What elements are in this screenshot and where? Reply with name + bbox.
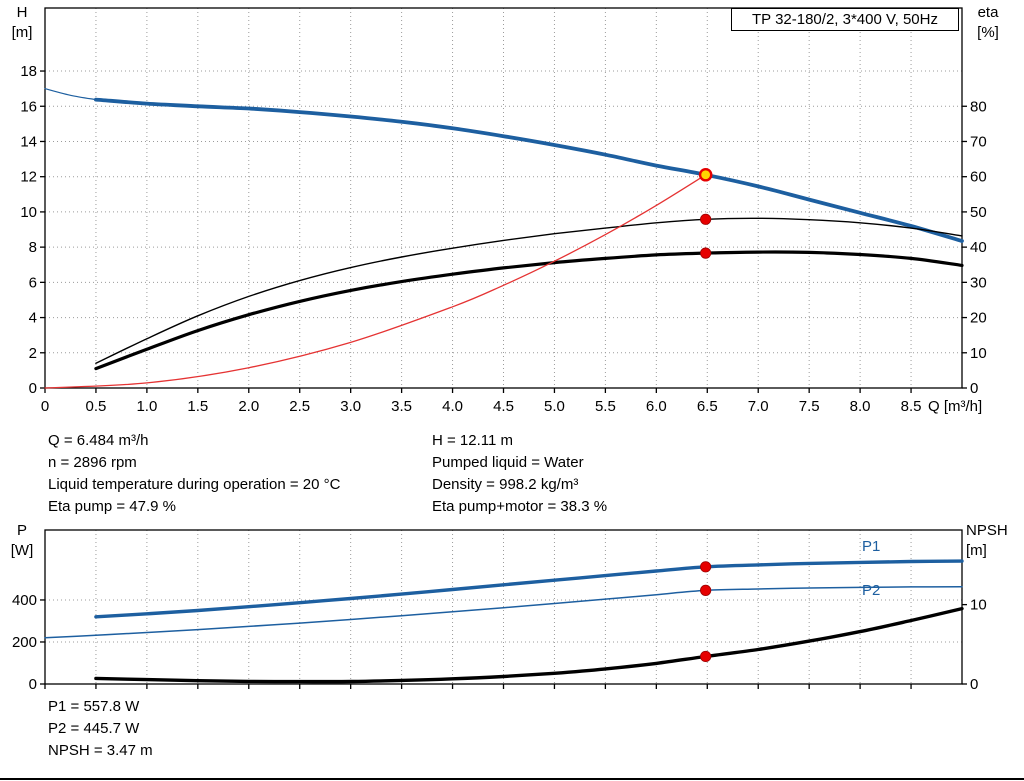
eta-axis-unit: [%]: [977, 24, 999, 41]
p1-curve-label: P1: [862, 538, 881, 555]
tick-label: 0: [970, 676, 978, 693]
info-line-temperature: Liquid temperature during operation = 20…: [48, 476, 341, 493]
info-line-density: Density = 998.2 kg/m³: [432, 476, 579, 493]
eta-axis-name: eta: [977, 4, 999, 21]
flow-axis-label: Q [m³/h]: [928, 398, 983, 415]
tick-label: 10: [970, 597, 987, 614]
tick-label: 7.0: [748, 398, 769, 415]
tick-label: 7.5: [799, 398, 820, 415]
duty-point: [698, 167, 713, 182]
tick-label: 8: [29, 239, 37, 256]
power-axis-unit: [W]: [10, 542, 34, 559]
power-axis-name: P: [16, 522, 27, 539]
power-axis-label: P [W]: [0, 521, 44, 561]
tick-label: 18: [20, 63, 37, 80]
p2-curve-label: P2: [862, 582, 881, 599]
tick-label: 1.5: [187, 398, 208, 415]
tick-label: 0: [970, 380, 978, 397]
tick-label: 10: [970, 345, 987, 362]
tick-label: 6.5: [697, 398, 718, 415]
info-line-p1: P1 = 557.8 W: [48, 698, 140, 715]
eta-pump-motor-point: [700, 247, 712, 259]
tick-label: 14: [20, 133, 37, 150]
tick-label: 40: [970, 239, 987, 256]
tick-label: 6.0: [646, 398, 667, 415]
tick-label: 5.0: [544, 398, 565, 415]
tick-label: 2.0: [238, 398, 259, 415]
info-line-flow: Q = 6.484 m³/h: [48, 432, 149, 449]
eta-pump-motor-curve: [94, 250, 964, 371]
tick-label: 30: [970, 274, 987, 291]
info-line-p2: P2 = 445.7 W: [48, 720, 140, 737]
info-line-liquid: Pumped liquid = Water: [432, 454, 584, 471]
tick-label: 4.5: [493, 398, 514, 415]
tick-label: 0: [29, 676, 37, 693]
eta-axis-label: eta [%]: [962, 3, 1014, 43]
duty-info-left-column: Q = 6.484 m³/h n = 2896 rpm Liquid tempe…: [48, 430, 340, 518]
P2-curve: [44, 585, 963, 639]
info-line-head: H = 12.11 m: [432, 432, 514, 449]
tick-label: 70: [970, 133, 987, 150]
H-curve-lowflow: [44, 88, 97, 101]
p2-point: [700, 584, 712, 596]
tick-label: 60: [970, 169, 987, 186]
eta-pump-curve: [95, 217, 963, 364]
tick-label: 2: [29, 345, 37, 362]
system-curve: [44, 174, 707, 389]
npsh-axis-name: NPSH: [966, 522, 1008, 539]
P1-curve: [94, 559, 964, 619]
tick-label: 50: [970, 204, 987, 221]
pump-type-title-box: TP 32-180/2, 3*400 V, 50Hz: [731, 8, 959, 31]
npsh-axis-unit: [m]: [966, 542, 987, 559]
H-curve: [94, 97, 964, 243]
tick-label: 0.5: [86, 398, 107, 415]
tick-label: 4: [29, 310, 37, 327]
tick-label: 3.0: [340, 398, 361, 415]
tick-label: 3.5: [391, 398, 412, 415]
tick-label: 12: [20, 169, 37, 186]
tick-label: 4.0: [442, 398, 463, 415]
npsh-axis-label: NPSH [m]: [966, 521, 1024, 561]
head-axis-unit: [m]: [11, 24, 33, 41]
tick-label: 0: [41, 398, 49, 415]
tick-label: 400: [12, 592, 37, 609]
tick-label: 1.0: [136, 398, 157, 415]
qh-plot-frame: [44, 7, 963, 389]
tick-label: 2.5: [289, 398, 310, 415]
duty-info-right-column: H = 12.11 m Pumped liquid = Water Densit…: [432, 430, 607, 518]
info-line-eta-pump-motor: Eta pump+motor = 38.3 %: [432, 498, 608, 515]
eta-pump-point: [700, 213, 712, 225]
tick-label: 200: [12, 634, 37, 651]
tick-label: 5.5: [595, 398, 616, 415]
npsh-point: [700, 650, 712, 663]
tick-label: 8.5: [901, 398, 922, 415]
head-axis-label: H [m]: [0, 3, 44, 43]
tick-label: 16: [20, 98, 37, 115]
tick-label: 20: [970, 310, 987, 327]
head-axis-name: H: [16, 4, 28, 21]
tick-label: 80: [970, 98, 987, 115]
p1-point: [700, 561, 712, 573]
tick-label: 8.0: [850, 398, 871, 415]
tick-label: 10: [20, 204, 37, 221]
power-info-column: P1 = 557.8 W P2 = 445.7 W NPSH = 3.47 m: [48, 696, 153, 762]
info-line-npsh: NPSH = 3.47 m: [48, 742, 153, 759]
info-line-speed: n = 2896 rpm: [48, 454, 137, 471]
tick-label: 0: [29, 380, 37, 397]
NPSH-curve: [94, 606, 964, 684]
tick-label: 6: [29, 274, 37, 291]
footer-divider: [0, 778, 1024, 780]
info-line-eta-pump: Eta pump = 47.9 %: [48, 498, 176, 515]
